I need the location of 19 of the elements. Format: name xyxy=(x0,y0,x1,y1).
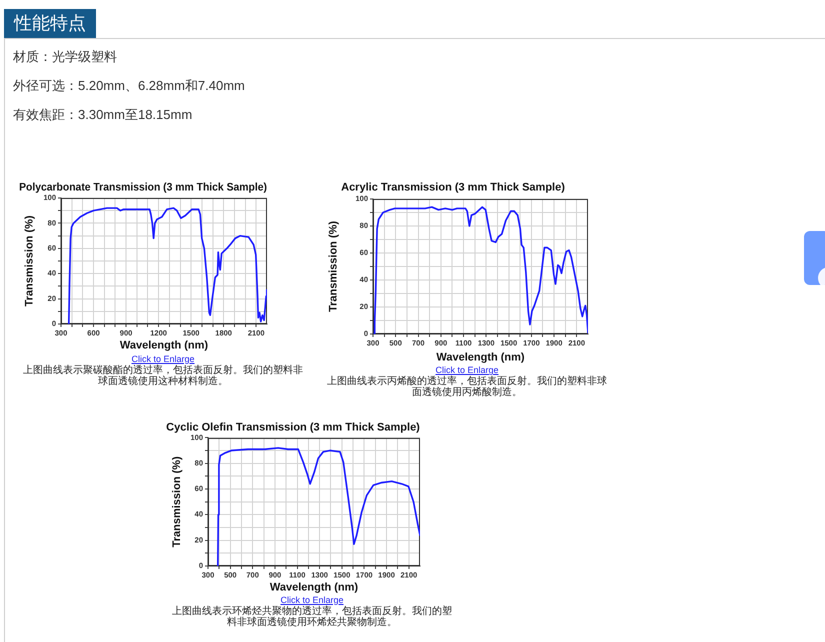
text: 上图曲线表示丙烯酸的透过率，包括表面反射。我们的塑料非球面透镜使用丙烯酸制造。 xyxy=(327,376,607,398)
y-axis-title: Transmission (%) xyxy=(24,215,36,307)
text: 有效焦距：3.30mm至18.15mm xyxy=(13,106,192,124)
chart-title: Polycarbonate Transmission (3 mm Thick Sample) xyxy=(19,181,268,194)
x-axis-title: Wavelength (nm) xyxy=(270,581,358,594)
chart-title: Acrylic Transmission (3 mm Thick Sample) xyxy=(341,182,566,194)
text: 上图曲线表示聚碳酸酯的透过率，包括表面反射。我们的塑料非球面透镜使用这种材料制造。 xyxy=(23,364,303,386)
x-axis-title: Wavelength (nm) xyxy=(436,351,525,364)
y-axis-title: Transmission (%) xyxy=(171,456,184,548)
chart-title: Cyclic Olefin Transmission (3 mm Thick Sample) xyxy=(166,422,420,434)
text: Click to Enlarge xyxy=(434,365,500,376)
text: 性能特点 xyxy=(4,9,96,38)
text: 材质：光学级塑料 xyxy=(13,48,117,66)
y-axis-title: Transmission (%) xyxy=(328,220,340,312)
text: 外径可选：5.20mm、6.28mm和7.40mm xyxy=(13,77,245,95)
text: 上图曲线表示环烯烃共聚物的透过率，包括表面反射。我们的塑料非球面透镜使用环烯烃共聚物制造。 xyxy=(172,606,452,628)
text: Click to Enlarge xyxy=(279,594,345,606)
x-axis-title: Wavelength (nm) xyxy=(120,339,208,352)
text: Click to Enlarge xyxy=(130,354,196,364)
